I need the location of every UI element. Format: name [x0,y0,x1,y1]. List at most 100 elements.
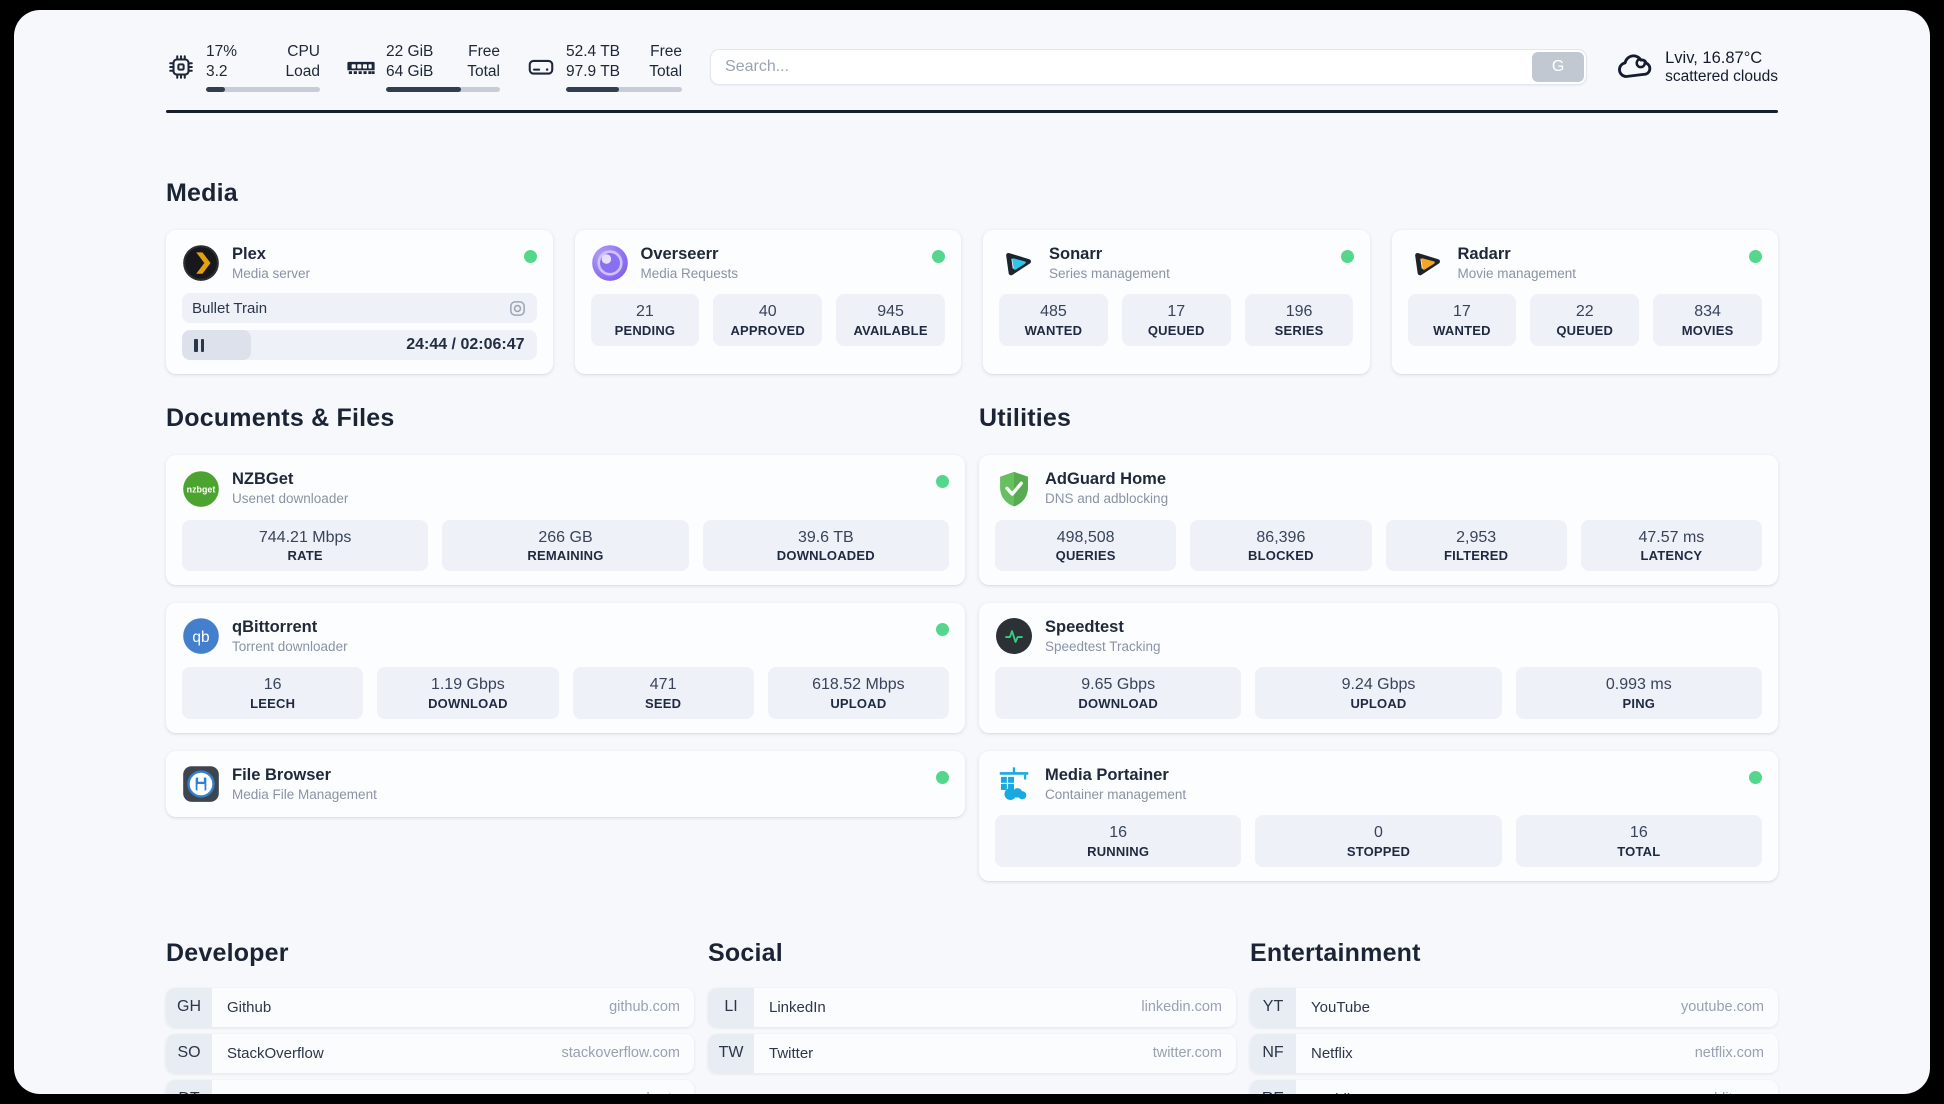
app-card-radarr[interactable]: Radarr Movie management 17 WANTED 22 QUE… [1391,230,1778,375]
now-playing-row[interactable]: Bullet Train [182,293,537,324]
plex-icon [182,244,220,282]
app-description: Media server [232,265,311,281]
stat-available: 945 AVAILABLE [836,294,945,347]
app-card-portainer[interactable]: Media Portainer Container management 16 … [979,750,1778,881]
app-card-overseerr[interactable]: Overseerr Media Requests 21 PENDING 40 A… [574,230,961,375]
app-name: Sonarr [1049,245,1103,264]
app-card-qbittorrent[interactable]: qb qBittorrent Torrent downloader 16 LEE… [166,603,965,733]
bookmark-github[interactable]: GH Github github.com [166,987,694,1027]
app-card-nzbget[interactable]: nzbget NZBGet Usenet downloader 744.21 M… [166,455,965,586]
stat-blocked: 86,396 BLOCKED [1190,519,1372,572]
bookmark-url: dev.to [642,1091,680,1094]
bookmark-abbr: TW [708,1033,754,1073]
app-description: Series management [1049,265,1170,281]
bookmark-name: Twitter [769,1044,814,1062]
bookmark-stackoverflow[interactable]: SO StackOverflow stackoverflow.com [166,1033,694,1073]
section-title-media: Media [166,179,238,208]
session-icon [509,301,525,316]
stat-downloaded: 39.6 TB DOWNLOADED [702,519,949,572]
cpu-icon [169,55,193,79]
section-title-developer: Developer [166,938,289,967]
ram-free-label: Free [468,43,500,60]
bookmark-name: Netflix [1311,1044,1353,1062]
stat-queued: 22 QUEUED [1530,294,1640,347]
app-card-plex[interactable]: Plex Media server Bullet Train 24:44 / 0… [166,230,553,375]
stat-leech: 16 LEECH [182,667,364,719]
app-name: AdGuard Home [1045,470,1167,489]
stat-pending: 21 PENDING [590,294,700,347]
section-utilities: Utilities AdGuard Home [979,404,1778,881]
cpu-metric: 17% 3.2 CPU Load [166,42,320,93]
disk-total: 97.9 TB [566,63,621,81]
bookmark-name: Reddit [1311,1091,1354,1094]
app-description: Movie management [1457,265,1577,281]
app-card-filebrowser[interactable]: File Browser Media File Management [166,750,965,818]
stat-seed: 471 SEED [572,667,754,719]
bookmark-reddit[interactable]: RE Reddit reddit.com [1250,1079,1778,1094]
ram-total-label: Total [467,63,500,81]
bookmark-abbr: YT [1250,987,1296,1027]
bookmark-url: twitter.com [1152,1045,1222,1062]
section-title-utilities: Utilities [979,404,1072,433]
section-title-documents: Documents & Files [166,404,395,433]
status-online-dot [1340,250,1354,264]
bookmark-linkedin[interactable]: LI LinkedIn linkedin.com [708,987,1236,1027]
status-online-dot [936,623,949,637]
stat-series: 196 SERIES [1244,294,1354,347]
stat-filtered: 2,953 FILTERED [1385,519,1567,572]
stat-movies: 834 MOVIES [1653,294,1762,347]
bookmark-twitter[interactable]: TW Twitter twitter.com [708,1033,1236,1073]
status-online-dot [523,250,537,264]
app-card-sonarr[interactable]: Sonarr Series management 485 WANTED 17 Q… [983,230,1370,375]
bookmark-url: stackoverflow.com [561,1045,680,1062]
cpu-load: 3.2 [206,63,228,81]
search-bar: G [710,49,1588,86]
app-description: Media File Management [232,786,377,802]
stat-ping: 0.993 ms PING [1515,667,1762,719]
system-metrics: 17% 3.2 CPU Load [166,42,683,93]
section-media: Media Plex Media server [166,179,1778,375]
status-online-dot [1749,770,1762,784]
app-name: Overseerr [640,245,719,264]
ram-progress-track [386,87,500,93]
app-description: Speedtest Tracking [1045,638,1161,654]
radarr-icon [1408,244,1446,282]
disk-free: 52.4 TB [566,43,621,60]
ram-icon [347,61,375,75]
bookmark-group-entertainment: Entertainment YT YouTube youtube.com NF … [1250,939,1778,1094]
qbittorrent-icon: qb [182,617,220,655]
cpu-label: CPU [287,43,320,60]
app-description: DNS and adblocking [1045,491,1169,507]
search-input[interactable] [710,49,1588,86]
bookmark-url: netflix.com [1694,1045,1764,1062]
stat-upload: 618.52 Mbps UPLOAD [767,667,949,719]
disk-free-label: Free [650,43,683,60]
stat-approved: 40 APPROVED [713,294,823,347]
bookmark-url: github.com [609,999,680,1016]
bookmark-group-developer: Developer GH Github github.com SO StackO… [166,939,694,1094]
bookmark-name: StackOverflow [227,1044,324,1062]
pause-icon[interactable] [194,338,204,352]
disk-icon [528,60,554,75]
sonarr-icon [999,244,1037,282]
bookmark-abbr: GH [166,987,212,1027]
stat-total: 16 TOTAL [1515,815,1762,867]
bookmark-netflix[interactable]: NF Netflix netflix.com [1250,1033,1778,1073]
section-title-social: Social [708,938,783,967]
filebrowser-icon [182,765,220,803]
weather-widget[interactable]: Lviv, 16.87°C scattered clouds [1615,48,1778,86]
bookmark-abbr: LI [708,987,754,1027]
stat-download: 9.65 Gbps DOWNLOAD [995,667,1242,719]
disk-progress-fill [566,87,620,93]
playback-progress[interactable]: 24:44 / 02:06:47 [182,330,537,361]
bookmark-youtube[interactable]: YT YouTube youtube.com [1250,987,1778,1027]
stat-wanted: 485 WANTED [999,294,1108,347]
stat-download: 1.19 Gbps DOWNLOAD [377,667,559,719]
cpu-load-label: Load [285,63,320,81]
app-card-speedtest[interactable]: Speedtest Speedtest Tracking 9.65 Gbps D… [979,603,1778,733]
bookmark-dev[interactable]: DT DEV dev.to [166,1079,694,1094]
stat-wanted: 17 WANTED [1407,294,1517,347]
app-card-adguard[interactable]: AdGuard Home DNS and adblocking 498,508 … [979,455,1778,586]
app-description: Media Requests [640,265,739,281]
search-provider-button[interactable]: G [1532,52,1585,83]
